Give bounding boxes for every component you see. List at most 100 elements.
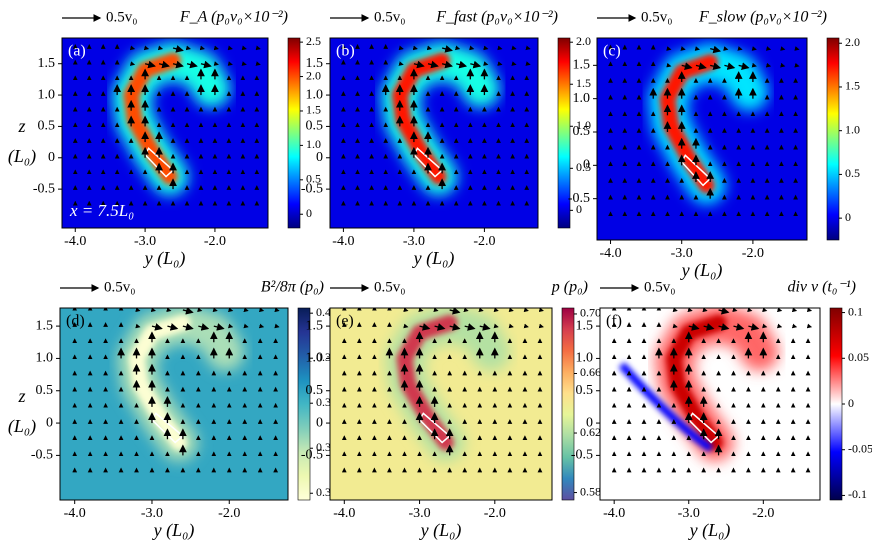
field xyxy=(600,308,820,500)
flow-arrow xyxy=(143,45,150,51)
y-tick-label: -0.5 xyxy=(301,181,323,196)
flow-arrow xyxy=(412,45,418,51)
colorbar xyxy=(287,37,301,229)
y-tick-label: 1.0 xyxy=(573,91,591,106)
x-tick-label: -2.0 xyxy=(484,506,506,521)
y-tick-label: 0 xyxy=(316,415,323,430)
flow-arrow xyxy=(723,46,729,51)
flow-arrow xyxy=(403,308,409,313)
y-tick-label: 1.5 xyxy=(306,56,324,71)
flow-arrow xyxy=(241,45,247,51)
flow-arrow xyxy=(182,308,194,315)
flow-arrow xyxy=(456,60,468,69)
flow-arrow xyxy=(166,308,172,313)
y-tick-label: -0.5 xyxy=(568,191,590,206)
flow-arrow xyxy=(523,308,529,313)
panel-label: (c) xyxy=(603,43,621,60)
flow-arrow xyxy=(243,323,249,329)
flow-arrow xyxy=(449,308,461,315)
x-tick-label: -2.0 xyxy=(218,506,240,521)
colorbar-tick-label: 1.5 xyxy=(845,79,860,93)
flow-arrow xyxy=(680,46,686,51)
flow-arrow xyxy=(732,308,738,313)
y-tick-label: 1.5 xyxy=(36,318,54,333)
flow-arrow xyxy=(227,45,233,51)
panel: (a)x = 7.5L₀-4.0 -3.0 -2.0-0.500.51.01.5y … xyxy=(8,9,321,269)
axes-frame xyxy=(596,37,808,241)
field xyxy=(62,38,268,228)
colorbar-tick-label: 2.5 xyxy=(306,34,321,48)
colorbar-title: F_slow (p₀v₀×10⁻²) xyxy=(698,9,827,26)
flow-arrow xyxy=(523,323,529,329)
y-tick-label: 1.5 xyxy=(38,56,56,71)
x-tick-label: -4.0 xyxy=(603,506,625,521)
colorbar-tick-label: 0.5 xyxy=(306,172,321,186)
x-tick-label: -4.0 xyxy=(599,246,621,261)
y-tick-label: 0.5 xyxy=(306,119,324,134)
colorbar-tick-label: 0.5 xyxy=(576,160,591,174)
reference-arrow-label: 0.5v₀ xyxy=(104,279,135,295)
panel: (b)-4.0 -3.0 -2.0-0.500.51.01.5y (L₀)0.5v₀… xyxy=(301,9,591,269)
colorbar-tick-label: 0 xyxy=(845,210,851,224)
flow-arrow xyxy=(694,46,700,51)
y-tick-label: -0.5 xyxy=(31,448,53,463)
colorbar-tick-label: 1.0 xyxy=(306,137,321,151)
flow-arrow xyxy=(688,323,700,331)
y-tick-label: 0 xyxy=(586,415,593,430)
colorbar-tick-label: 0.62 xyxy=(580,425,601,439)
flow-arrow xyxy=(182,323,194,331)
flow-arrow xyxy=(398,61,404,66)
colorbar-tick-label: 0.1 xyxy=(848,304,863,318)
reference-arrow-label: 0.5v₀ xyxy=(644,279,675,295)
colorbar-title: B²/8π (p₀) xyxy=(261,279,324,296)
flow-arrow xyxy=(227,61,233,66)
y-tick-label: -0.5 xyxy=(33,181,55,196)
flow-arrow xyxy=(724,62,736,70)
flow-arrow xyxy=(449,323,461,331)
flow-arrow xyxy=(538,323,544,329)
flow-arrow xyxy=(751,46,757,51)
colorbar-tick-label: -0.1 xyxy=(848,487,867,501)
flow-arrow xyxy=(511,45,517,51)
flow-arrow xyxy=(227,323,234,329)
flow-arrow xyxy=(806,308,813,313)
y-tick-label: 0 xyxy=(46,415,53,430)
flow-arrow xyxy=(150,308,156,313)
y-tick-label: 1.0 xyxy=(36,351,54,366)
y-tick-label: 1.0 xyxy=(38,87,56,102)
flow-arrow xyxy=(151,323,163,331)
field xyxy=(330,308,552,500)
flow-arrow xyxy=(434,323,446,331)
flow-arrow xyxy=(129,45,136,51)
flow-arrow xyxy=(791,323,798,329)
y-tick-label: 0.5 xyxy=(576,383,594,398)
colorbar-tick-label: 0 xyxy=(848,396,854,410)
reference-arrow-label: 0.5v₀ xyxy=(374,279,405,295)
flow-arrow xyxy=(751,62,757,68)
flow-arrow xyxy=(702,308,708,313)
flow-arrow xyxy=(748,323,760,331)
flow-arrow xyxy=(672,323,678,329)
flow-arrow xyxy=(493,323,499,329)
x-axis-label: y (L₀) xyxy=(143,248,186,269)
colorbar-title: div v (t₀⁻¹) xyxy=(787,279,856,296)
flow-arrow xyxy=(403,323,409,329)
x-axis-label: y (L₀) xyxy=(419,520,462,541)
flow-arrow xyxy=(398,45,404,51)
colorbar-tick-label: 1.5 xyxy=(576,76,591,90)
colorbar-tick-label: 0.5 xyxy=(845,166,860,180)
flow-arrow xyxy=(747,308,753,313)
flow-arrow xyxy=(144,60,156,69)
flow-arrow xyxy=(129,61,136,66)
flow-arrow xyxy=(454,45,461,51)
flow-arrow xyxy=(470,60,482,69)
flow-arrow xyxy=(718,323,730,331)
colorbar-tick-label: -0.05 xyxy=(848,441,872,455)
flow-arrow xyxy=(213,45,219,51)
flow-arrow xyxy=(274,323,280,329)
y-tick-label: 0 xyxy=(48,150,55,165)
reference-arrow-label: 0.5v₀ xyxy=(106,9,137,25)
flow-arrow xyxy=(493,308,499,313)
flow-arrow xyxy=(157,45,164,51)
flow-arrow xyxy=(497,45,503,51)
